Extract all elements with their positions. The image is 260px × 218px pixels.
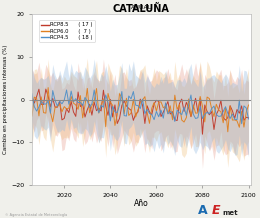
Text: ANUAL: ANUAL bbox=[131, 5, 152, 10]
Legend: RCP8.5      ( 17 ), RCP6.0      (  7 ), RCP4.5      ( 18 ): RCP8.5 ( 17 ), RCP6.0 ( 7 ), RCP4.5 ( 18… bbox=[39, 20, 95, 42]
Y-axis label: Cambio en precipitaciones intensas (%): Cambio en precipitaciones intensas (%) bbox=[3, 45, 9, 154]
Text: A: A bbox=[198, 204, 207, 217]
X-axis label: Año: Año bbox=[134, 199, 149, 208]
Text: met: met bbox=[222, 210, 238, 216]
Title: CATALUÑA: CATALUÑA bbox=[113, 3, 170, 14]
Text: E: E bbox=[212, 204, 220, 217]
Text: © Agencia Estatal de Meteorología: © Agencia Estatal de Meteorología bbox=[5, 213, 67, 217]
